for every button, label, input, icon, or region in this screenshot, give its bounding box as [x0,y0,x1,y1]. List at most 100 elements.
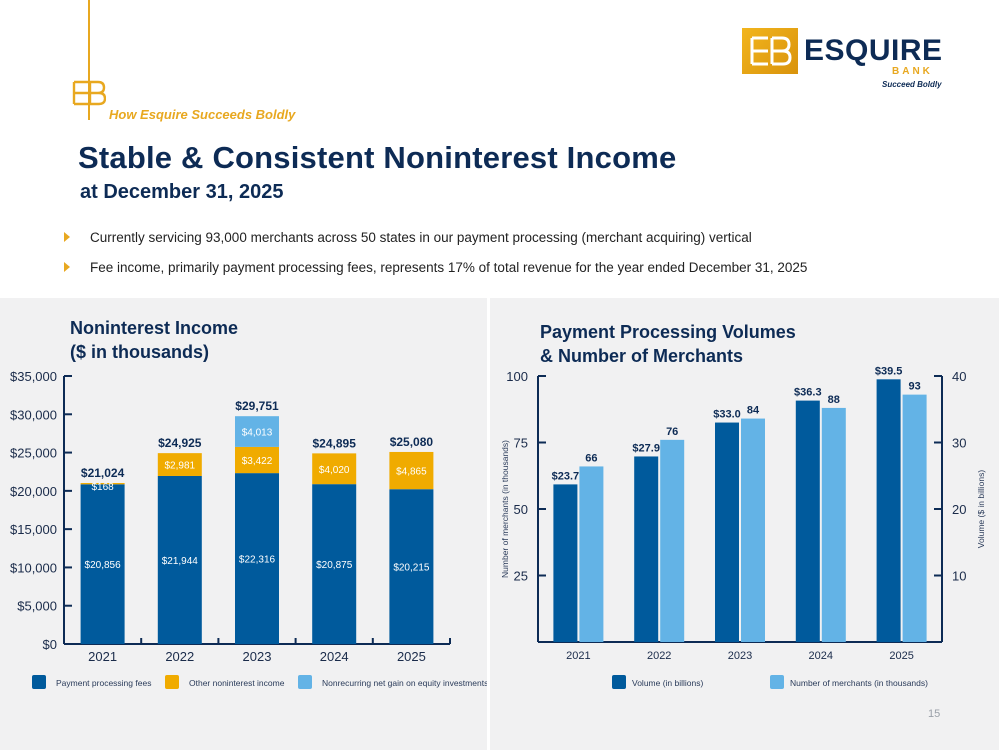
bullet-text: Currently servicing 93,000 merchants acr… [90,230,752,245]
legend-swatch [770,675,784,689]
bar [821,407,846,642]
data-label: $27.9 [632,442,660,454]
bar-segment [389,451,434,490]
x-tick-label: 2021 [88,649,117,664]
data-label: 88 [828,394,840,406]
data-label: 84 [747,405,760,417]
bar-segment [80,484,125,644]
y2-tick-label: 40 [952,369,966,384]
bar [634,456,659,642]
y2-tick-label: 20 [952,502,966,517]
chart-title: Payment Processing Volumes & Number of M… [540,320,796,368]
legend-label: Volume (in billions) [632,678,704,688]
y-tick-label: $20,000 [10,484,57,499]
data-label: $36.3 [794,387,822,399]
tagline: How Esquire Succeeds Boldly [109,107,295,122]
bar-segment [157,453,202,476]
x-tick-label: 2024 [320,649,349,664]
y-tick-label: 25 [514,569,528,584]
bullet-item: Currently servicing 93,000 merchants acr… [64,228,964,258]
logo-bank: BANK [892,66,933,77]
bar [660,439,685,642]
bar [553,484,578,642]
bullet-marker-icon [64,262,70,272]
bullet-list: Currently servicing 93,000 merchants acr… [64,228,964,288]
y-tick-label: $10,000 [10,560,57,575]
y-tick-label: 75 [514,436,528,451]
y2-tick-label: 30 [952,436,966,451]
total-label: $21,024 [81,466,125,480]
x-tick-label: 2025 [889,650,913,662]
y-axis-label: Number of merchants (in thousands) [500,440,510,578]
data-label: $2,981 [165,461,196,472]
legend-label: Payment processing fees [56,678,151,688]
data-label: 66 [585,452,597,464]
bar [902,394,927,642]
logo-wordmark: ESQUIRE [804,34,943,67]
data-label: $3,422 [242,456,273,467]
bar-segment [312,484,357,644]
y-tick-label: $25,000 [10,446,57,461]
legend-label: Other noninterest income [189,678,285,688]
data-label: $168 [91,482,114,493]
bullet-item: Fee income, primarily payment processing… [64,258,964,288]
y-tick-label: $0 [43,637,57,652]
tagline-emphasis: Succeeds Boldly [191,107,296,122]
payment-volumes-chart: 25 50 75 100 10 20 30 40 Number of merchants (in… [500,365,986,689]
x-tick-label: 2022 [165,649,194,664]
y-tick-label: $5,000 [17,599,57,614]
data-label: $4,013 [242,428,273,439]
bar [876,379,901,642]
bullet-marker-icon [64,232,70,242]
x-tick-label: 2023 [728,650,752,662]
total-label: $24,895 [313,436,357,450]
data-label: $20,875 [316,560,353,571]
page-subtitle: at December 31, 2025 [80,181,284,203]
payment-volumes-panel: Payment Processing Volumes & Number of M… [490,298,999,750]
y-tick-label: $30,000 [10,407,57,422]
bar [741,418,765,642]
data-label: $22,316 [239,555,276,566]
bar [795,400,820,642]
x-tick-label: 2025 [397,649,426,664]
total-label: $24,925 [158,436,202,450]
noninterest-income-chart: $0 $5,000 $10,000 $15,000 $20,000 $25,000 $30,… [10,369,488,689]
bar [715,422,739,642]
x-tick-label: 2021 [566,650,590,662]
bar-segment [235,446,279,474]
chart-title-line: & Number of Merchants [540,346,744,366]
data-label: 93 [908,381,920,393]
y2-axis-label: Volume ($ in billions) [976,470,986,549]
total-label: $29,751 [235,399,279,413]
bar-segment [235,473,279,644]
accent-line [88,0,90,120]
esquire-bank-logo: ESQUIRE BANK Succeed Boldly [742,28,942,92]
legend-swatch [612,675,626,689]
bar [579,466,604,642]
bar-segment [312,453,357,485]
y-tick-label: 100 [506,369,528,384]
page-title: Stable & Consistent Noninterest Income [78,140,677,175]
data-label: $23.7 [552,470,580,482]
x-tick-label: 2022 [647,650,671,662]
total-label: $25,080 [390,435,434,449]
legend-label: Nonrecurring net gain on equity investme… [322,678,487,688]
x-tick-label: 2024 [809,650,833,662]
legend-swatch [298,675,312,689]
legend-swatch [32,675,46,689]
bar-segment [157,475,202,644]
legend-label: Number of merchants (in thousands) [790,678,928,688]
y-tick-label: $15,000 [10,522,57,537]
data-label: $20,856 [85,560,122,571]
bullet-text: Fee income, primarily payment processing… [90,260,808,275]
logo-tagline: Succeed Boldly [882,80,942,89]
chart-title-line: Payment Processing Volumes [540,322,796,342]
data-label: $39.5 [875,365,903,377]
x-tick-label: 2023 [243,649,272,664]
bar-segment [389,489,434,644]
data-label: $4,865 [396,467,427,478]
legend-swatch [165,675,179,689]
eb-monogram-icon [72,80,106,106]
data-label: $21,944 [162,556,199,567]
tagline-prefix: How Esquire [109,107,192,122]
